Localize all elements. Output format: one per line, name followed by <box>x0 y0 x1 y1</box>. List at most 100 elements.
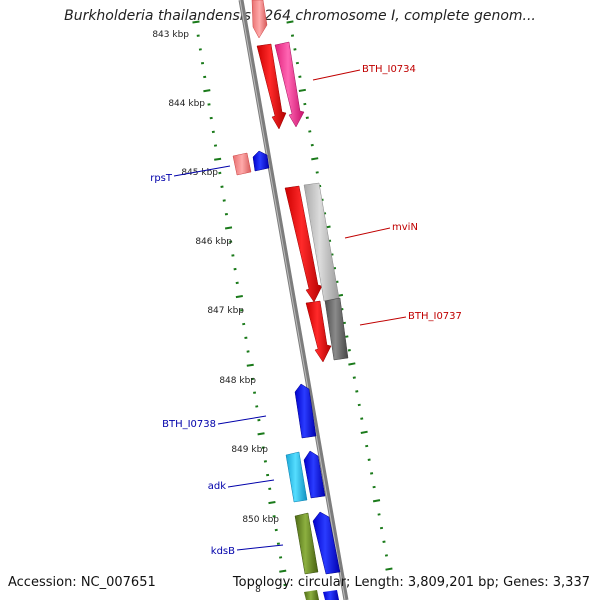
tick-track-left-tick <box>211 130 215 134</box>
tick-track-left-tick <box>279 556 283 559</box>
leader-mvin <box>344 227 391 239</box>
gene-feature-red-2[interactable] <box>284 185 323 303</box>
tick-track-right-tick <box>384 554 388 557</box>
gene-feature-bth-i0734[interactable] <box>274 41 305 128</box>
tick-track-left-tick <box>257 432 265 436</box>
gene-label-bth-i0737[interactable]: BTH_I0737 <box>408 311 462 322</box>
chromosome-backbone-highlight <box>239 0 346 600</box>
tick-track-right-tick <box>348 362 356 366</box>
tick-track-right-tick <box>347 349 351 352</box>
tick-track-left-tick <box>246 363 254 367</box>
tick-track-right-tick <box>360 430 368 434</box>
gene-feature-rpst[interactable] <box>252 150 270 172</box>
tick-track-right-tick <box>352 376 356 379</box>
tick-tracks <box>192 20 393 587</box>
tick-track-left-tick <box>242 322 246 326</box>
tick-track-right-tick <box>372 499 381 503</box>
gene-label-bth-i0734[interactable]: BTH_I0734 <box>362 64 416 75</box>
kbp-label-843: 843 kbp <box>152 30 189 40</box>
tick-track-right-tick <box>370 472 374 475</box>
tick-track-right-tick <box>360 417 364 420</box>
leader-bth-i0734 <box>312 69 361 81</box>
kbp-label-848: 848 kbp <box>219 376 256 386</box>
kbp-label-851: 8 <box>255 585 261 595</box>
gene-label-mvin[interactable]: mviN <box>392 222 418 233</box>
leader-adk <box>227 479 275 488</box>
gene-feature-rpst-partner[interactable] <box>232 152 252 176</box>
tick-track-left-tick <box>268 501 276 505</box>
chromosome-backbone <box>238 0 349 600</box>
leader-bth-i0738 <box>217 415 267 425</box>
tick-track-left-tick <box>198 48 202 51</box>
gene-label-kdsb[interactable]: kdsB <box>211 546 235 557</box>
tick-track-right-tick <box>372 485 376 489</box>
tick-track-left-tick <box>233 267 237 271</box>
gene-feature-olive[interactable] <box>294 512 319 575</box>
tick-track-right-tick <box>355 390 359 393</box>
tick-track-left-tick <box>235 281 239 285</box>
kbp-label-846: 846 kbp <box>195 237 232 247</box>
tick-track-right-tick <box>385 567 393 571</box>
leader-kdsb <box>236 544 284 551</box>
gene-feature-bottom-partial-1[interactable] <box>304 590 319 600</box>
tick-track-left-tick <box>213 144 218 147</box>
kbp-label-847: 847 kbp <box>207 306 244 316</box>
tick-track-left-tick <box>263 460 267 463</box>
tick-track-right-tick <box>310 143 314 147</box>
gene-label-rpst[interactable]: rpsT <box>150 173 173 184</box>
tick-track-right-tick <box>295 61 299 65</box>
kbp-label-845: 845 kbp <box>181 168 218 178</box>
tick-track-left-tick <box>255 405 259 408</box>
tick-track-right-tick <box>290 34 295 37</box>
tick-track-right-tick <box>345 335 349 338</box>
tick-track-left-tick <box>235 295 243 299</box>
gene-feature-adk-partner[interactable] <box>303 450 326 499</box>
gene-feature-bth-i0738[interactable] <box>294 383 317 439</box>
gene-feature-red-1[interactable] <box>256 43 287 130</box>
leader-rpst <box>173 165 231 177</box>
tick-track-right-tick <box>377 513 381 516</box>
tick-track-right-tick <box>315 171 319 174</box>
tick-track-right-tick <box>298 88 306 92</box>
tick-track-right-tick <box>298 75 302 78</box>
tick-track-left-tick <box>214 157 222 161</box>
tick-track-left-tick <box>192 20 200 24</box>
gene-feature-bottom-partial-2[interactable] <box>323 590 339 600</box>
tick-track-right-tick <box>367 458 371 461</box>
tick-track-right-tick <box>303 102 307 106</box>
tick-track-right-tick <box>308 130 312 133</box>
tick-track-left-tick <box>203 89 211 93</box>
accession-text: Accession: NC_007651 <box>8 575 156 590</box>
kbp-tick-labels: 843 kbp 844 kbp 845 kbp 846 kbp 847 kbp … <box>152 30 279 595</box>
gene-label-leaders <box>173 69 407 551</box>
tick-track-left-tick <box>220 185 224 188</box>
kbp-label-849: 849 kbp <box>231 445 268 455</box>
leader-bth-i0737 <box>359 316 407 326</box>
tick-track-right-tick <box>379 526 384 530</box>
gene-labels: BTH_I0734 mviN BTH_I0737 rpsT BTH_I0738 … <box>150 64 462 557</box>
kbp-label-850: 850 kbp <box>242 515 279 525</box>
tick-track-right-tick <box>311 157 319 161</box>
map-title: Burkholderia thailandensis E264 chromoso… <box>64 8 536 24</box>
gene-feature-adk[interactable] <box>285 451 308 503</box>
gene-feature-red-3[interactable] <box>305 300 332 363</box>
topology-summary-text: Topology: circular; Length: 3,809,201 bp… <box>232 575 590 590</box>
tick-track-right-tick <box>365 444 369 448</box>
gene-feature-bth-i0737[interactable] <box>324 297 349 361</box>
tick-track-left-tick <box>257 418 261 422</box>
tick-track-left-tick <box>279 569 287 573</box>
gene-feature-partial[interactable] <box>251 0 268 39</box>
tick-track-right-tick <box>286 20 294 24</box>
gene-feature-kdsb[interactable] <box>312 511 341 575</box>
gene-features <box>232 0 349 600</box>
kbp-label-844: 844 kbp <box>168 99 205 109</box>
tick-track-left-tick <box>224 226 233 230</box>
gene-label-bth-i0738[interactable]: BTH_I0738 <box>162 419 216 430</box>
gene-label-adk[interactable]: adk <box>208 481 226 492</box>
tick-track-right-tick <box>293 48 297 51</box>
tick-track-right-tick <box>357 403 361 407</box>
tick-track-right-tick <box>382 540 386 543</box>
tick-track-right-tick <box>305 116 309 119</box>
